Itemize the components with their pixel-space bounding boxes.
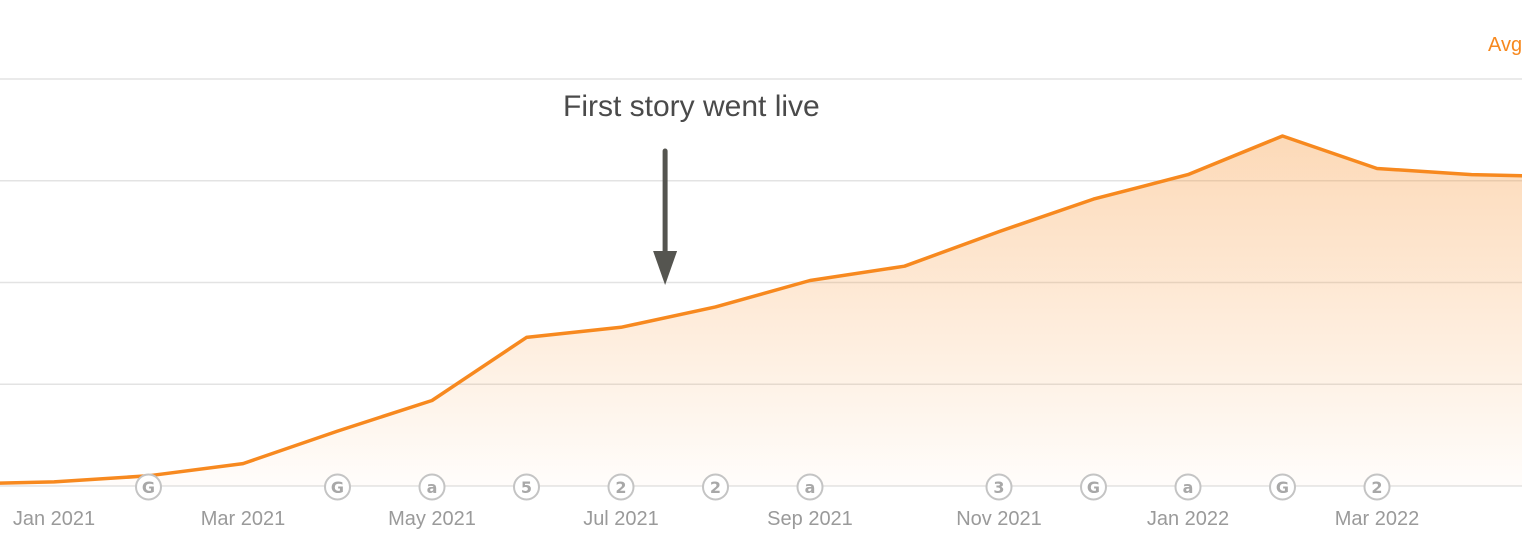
event-marker[interactable]: G <box>324 473 351 501</box>
event-marker-label: 5 <box>521 478 532 497</box>
x-tick-label: Jan 2022 <box>1147 508 1229 530</box>
event-marker[interactable]: 3 <box>985 473 1013 501</box>
arrow-head <box>653 251 678 285</box>
event-marker[interactable]: 2 <box>607 473 635 501</box>
event-marker[interactable]: a <box>418 473 446 501</box>
event-marker[interactable]: G <box>1269 473 1296 501</box>
x-tick-label: Nov 2021 <box>956 508 1042 530</box>
event-marker-circle <box>1363 473 1391 501</box>
event-marker-label: 2 <box>710 478 721 497</box>
event-marker[interactable]: G <box>135 473 162 501</box>
x-tick-label: Sep 2021 <box>767 508 853 530</box>
event-marker-circle <box>1269 473 1296 501</box>
x-tick-label: Jan 2021 <box>13 508 95 530</box>
x-tick-label: Mar 2022 <box>1335 508 1420 530</box>
event-marker-circle <box>985 473 1013 501</box>
event-marker[interactable]: a <box>796 473 824 501</box>
event-marker-label: 2 <box>1371 478 1382 497</box>
annotation-arrow <box>653 148 678 285</box>
event-marker-label: G <box>142 478 155 497</box>
event-marker-circle <box>607 473 635 501</box>
event-marker-label: G <box>331 478 344 497</box>
event-marker-label: 3 <box>993 478 1004 497</box>
event-marker-circle <box>1080 473 1107 501</box>
event-marker-label: a <box>427 478 438 497</box>
event-marker-label: G <box>1276 478 1289 497</box>
event-marker[interactable]: 2 <box>1363 473 1391 501</box>
event-marker-circle <box>702 473 729 501</box>
x-axis-ticks: Jan 2021 Mar 2021 May 2021 Jul 2021 Sep 2021… <box>13 508 1419 530</box>
event-marker[interactable]: 2 <box>702 473 729 501</box>
x-tick-label: May 2021 <box>388 508 476 530</box>
series-line-avg[interactable] <box>0 134 1522 485</box>
event-marker[interactable]: G <box>1080 473 1107 501</box>
event-marker-circle <box>135 473 162 501</box>
event-marker-label: 2 <box>615 478 626 497</box>
event-marker-circle <box>513 473 540 501</box>
event-marker-circle <box>324 473 351 501</box>
event-marker[interactable]: a <box>1174 473 1202 501</box>
series-area-avg <box>0 136 1522 486</box>
event-marker[interactable]: 5 <box>513 473 540 501</box>
event-marker-circle <box>418 473 446 501</box>
x-tick-label: Mar 2021 <box>201 508 286 530</box>
event-marker-label: a <box>805 478 816 497</box>
annotation-label: First story went live <box>563 90 820 123</box>
event-marker-circle <box>796 473 824 501</box>
legend-entry-avg[interactable]: Avg <box>1488 34 1522 56</box>
line-layer <box>0 134 1522 485</box>
event-marker-label: G <box>1087 478 1100 497</box>
area-layer <box>0 136 1522 486</box>
x-tick-label: Jul 2021 <box>583 508 659 530</box>
event-marker-circle <box>1174 473 1202 501</box>
event-marker-label: a <box>1183 478 1194 497</box>
